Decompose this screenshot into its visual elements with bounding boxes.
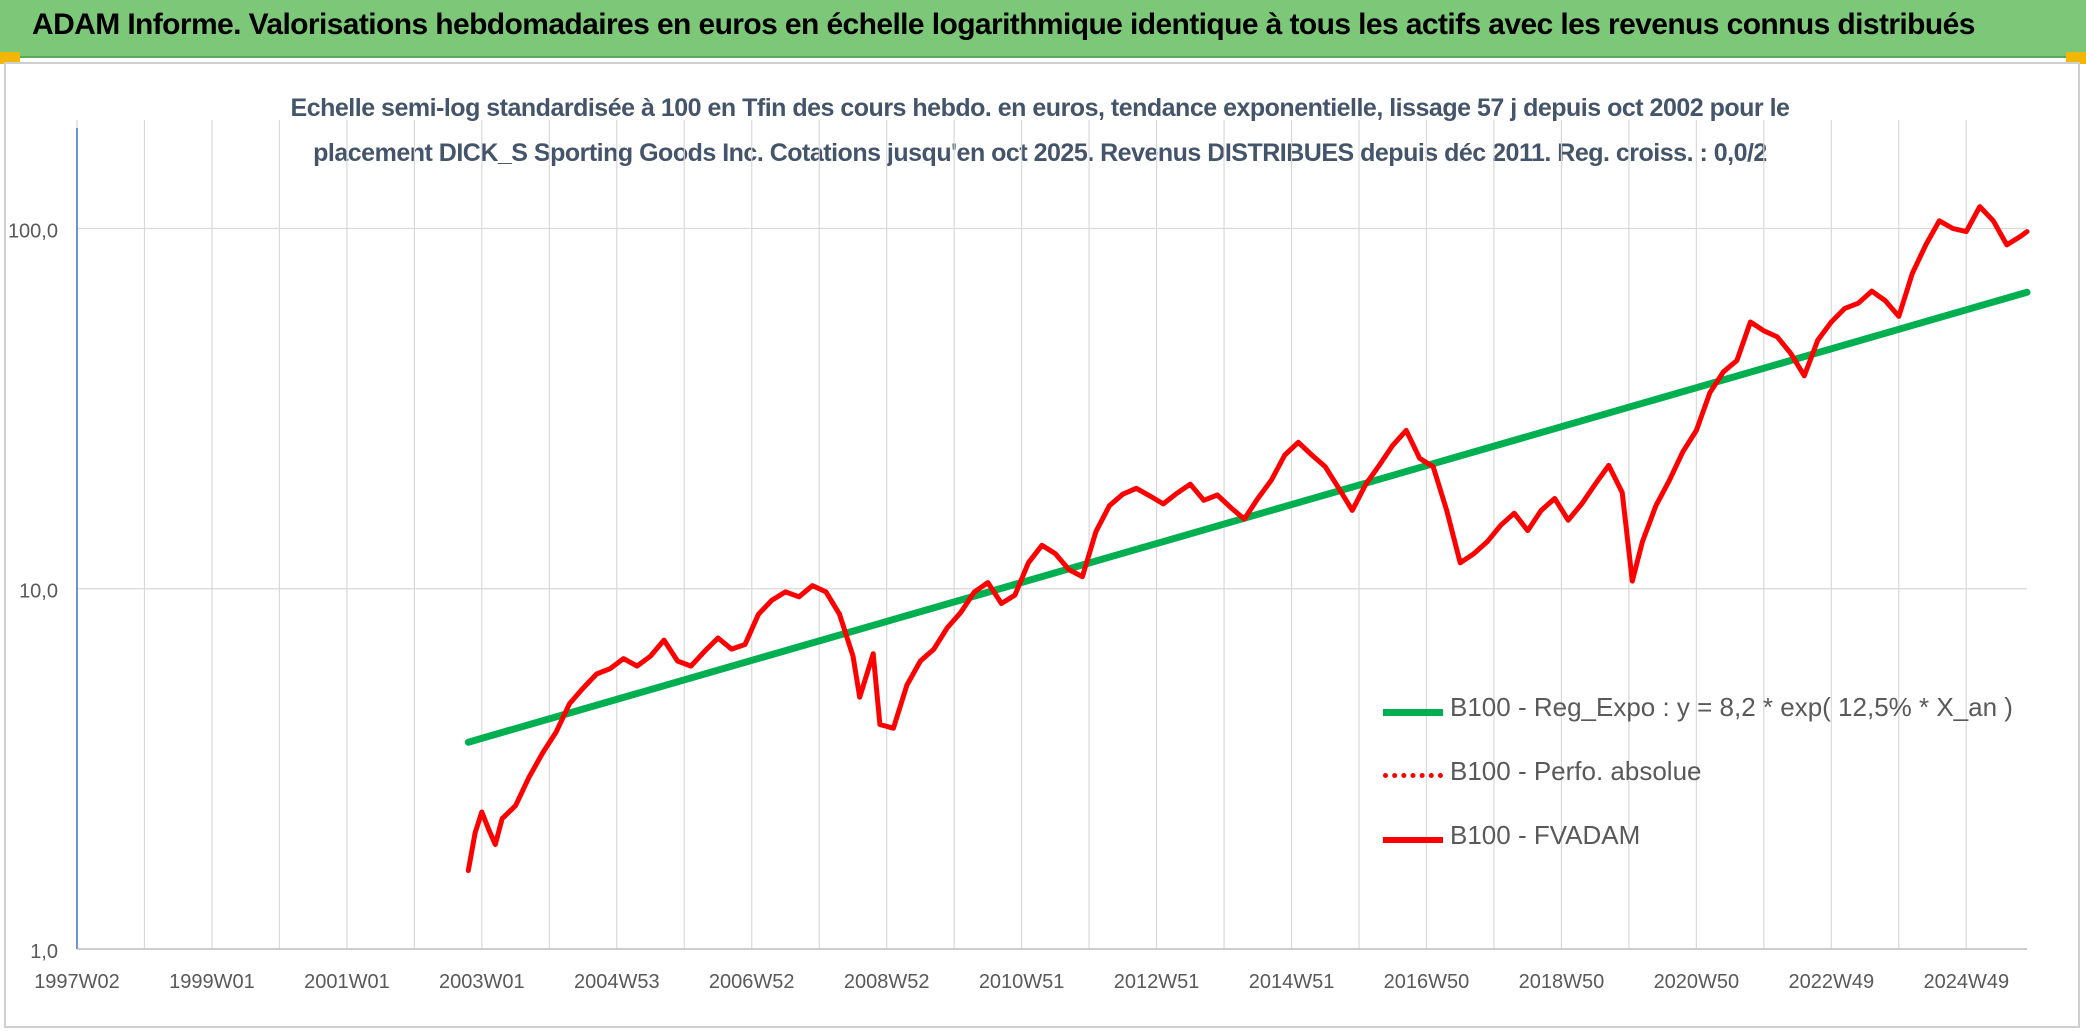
series xyxy=(464,204,2031,874)
axes xyxy=(76,128,2027,950)
x-tick-label: 2012W51 xyxy=(1114,971,1200,993)
x-tick-label: 2006W52 xyxy=(709,971,795,993)
gridlines xyxy=(76,120,2027,950)
legend-swatch-perfo xyxy=(1383,773,1443,778)
chart-title: Echelle semi-log standardisée à 100 en T… xyxy=(200,86,1880,176)
report-banner: ADAM Informe. Valorisations hebdomadaire… xyxy=(0,0,2086,58)
x-tick-label: 2014W51 xyxy=(1249,971,1335,993)
legend-swatch-fvadam xyxy=(1383,837,1443,843)
corner-marker-left xyxy=(0,52,20,64)
chart-title-line-2: placement DICK_S Sporting Goods Inc. Cot… xyxy=(313,139,1767,167)
x-tick-label: 2022W49 xyxy=(1789,971,1875,993)
legend-label-trend: B100 - Reg_Expo : y = 8,2 * exp( 12,5% *… xyxy=(1450,692,2013,722)
series-line-fvadam xyxy=(465,204,2030,874)
y-tick-label: 100,0 xyxy=(8,220,58,242)
corner-marker-right xyxy=(2066,52,2086,64)
x-tick-label: 1999W01 xyxy=(169,971,255,993)
x-tick-label: 2016W50 xyxy=(1384,971,1470,993)
chart-frame xyxy=(4,62,2080,1028)
x-tick-label: 2020W50 xyxy=(1654,971,1740,993)
x-tick-label: 2024W49 xyxy=(1923,971,2009,993)
y-tick-label: 10,0 xyxy=(19,581,58,603)
x-tick-label: 2008W52 xyxy=(844,971,930,993)
x-tick-label: 2001W01 xyxy=(304,971,390,993)
x-tick-label: 2018W50 xyxy=(1519,971,1605,993)
report-title: ADAM Informe. Valorisations hebdomadaire… xyxy=(32,8,1975,41)
legend-label-perfo: B100 - Perfo. absolue xyxy=(1450,756,1702,786)
x-tick-label: 2010W51 xyxy=(979,971,1065,993)
y-tick-label: 1,0 xyxy=(30,941,58,963)
legend-label-fvadam: B100 - FVADAM xyxy=(1450,820,1641,850)
x-tick-label: 1997W02 xyxy=(34,971,120,993)
x-tick-label: 2003W01 xyxy=(439,971,525,993)
tick-labels: 1,0 10,0 100,0 1997W02 1999W01 2001W01 2003W01… xyxy=(8,220,2009,993)
legend-swatch-trend xyxy=(1383,709,1443,716)
x-tick-label: 2004W53 xyxy=(574,971,660,993)
chart-title-line-1: Echelle semi-log standardisée à 100 en T… xyxy=(290,94,1790,122)
